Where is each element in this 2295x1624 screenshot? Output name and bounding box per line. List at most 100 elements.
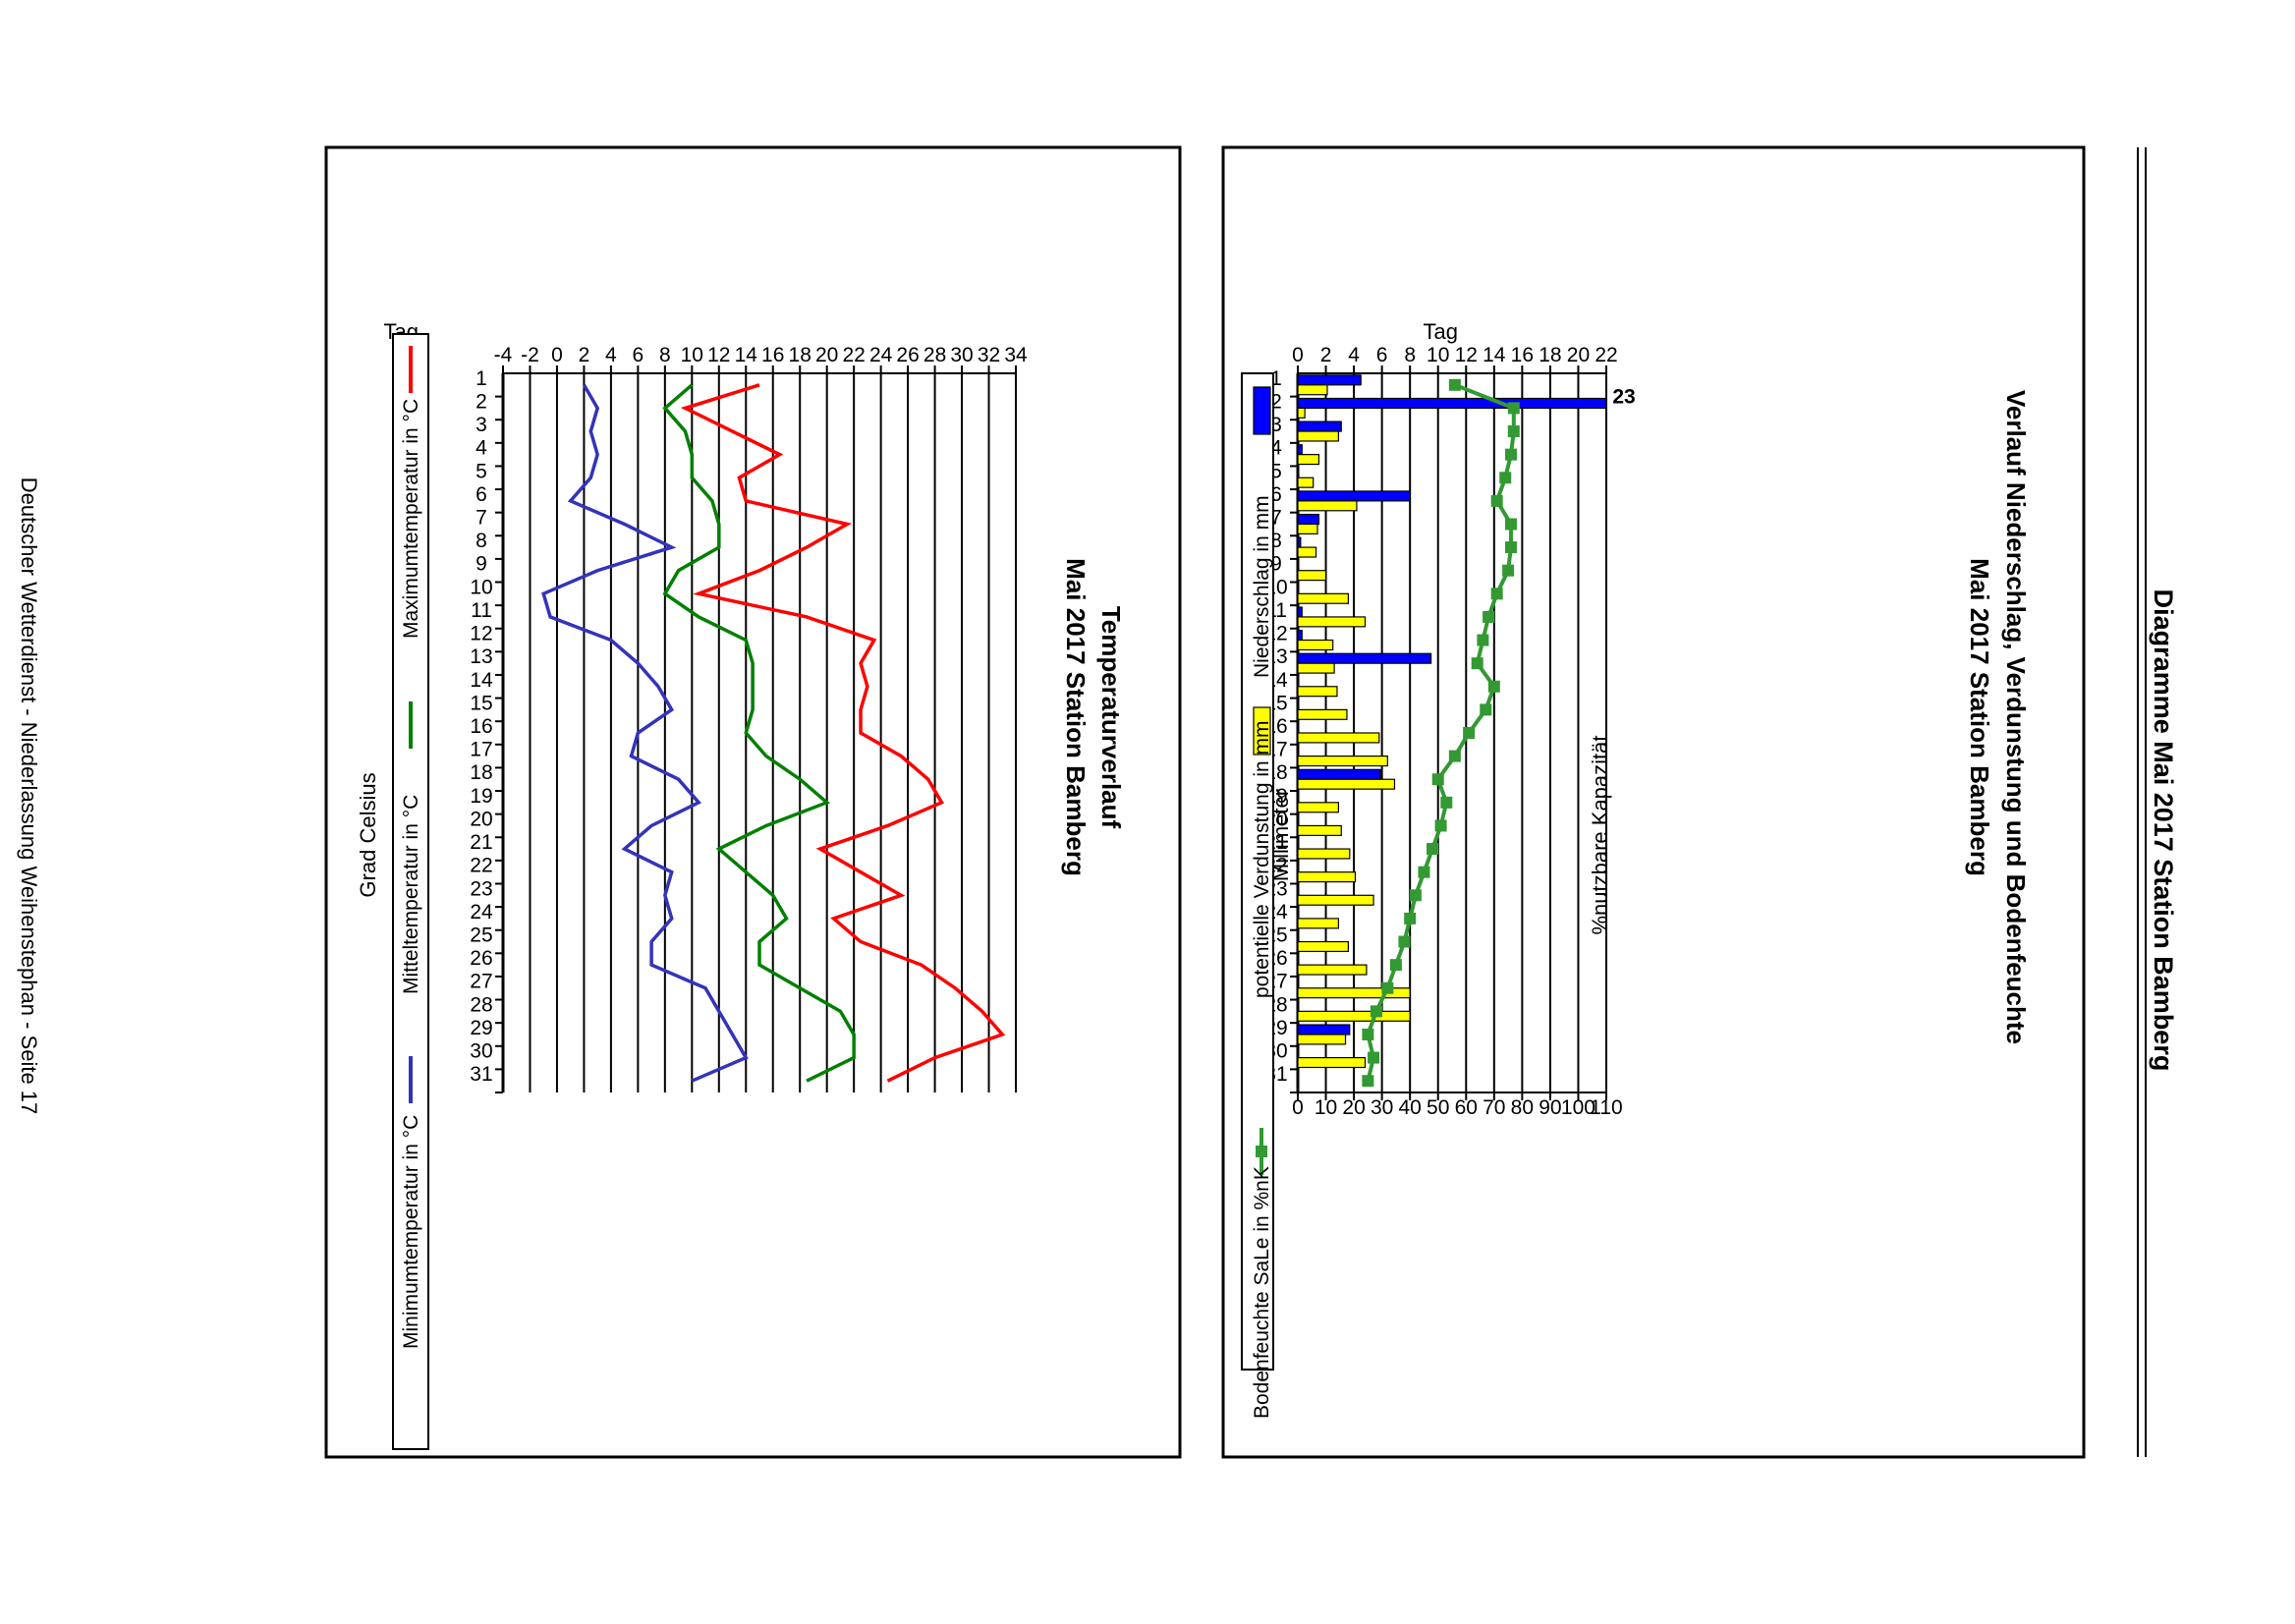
precip-left-tick-label: 22 bbox=[1595, 344, 1617, 366]
precip-bar bbox=[1297, 606, 1303, 618]
precip-right-tick-label: 70 bbox=[1483, 1096, 1505, 1119]
precip-bar bbox=[1297, 1024, 1351, 1036]
precip-bar bbox=[1297, 652, 1432, 664]
temperature-y-tick-label: -4 bbox=[494, 344, 513, 366]
precip-left-tick-label: 14 bbox=[1483, 344, 1506, 366]
temperature-x-tick-label: 5 bbox=[476, 460, 487, 482]
temperature-x-tick-label: 16 bbox=[470, 715, 492, 738]
temperature-x-tick-label: 30 bbox=[470, 1040, 492, 1063]
max-temperature-line bbox=[680, 383, 1006, 1083]
soil-moisture-marker bbox=[1404, 912, 1417, 924]
soil-moisture-marker bbox=[1504, 518, 1517, 531]
soil-moisture-marker bbox=[1448, 378, 1461, 391]
evaporation-bar bbox=[1297, 756, 1388, 767]
evaporation-bar bbox=[1297, 964, 1368, 976]
precip-x-tick-label: 9 bbox=[1270, 553, 1282, 576]
soil-moisture-marker bbox=[1389, 959, 1402, 972]
evaporation-bar bbox=[1297, 778, 1396, 790]
precip-left-tick-label: 16 bbox=[1511, 344, 1534, 366]
temperature-x-tick-label: 20 bbox=[470, 808, 492, 830]
precip-legend-label: Niederschlag in mm bbox=[1251, 495, 1273, 678]
precip-right-tick-label: 60 bbox=[1455, 1096, 1478, 1119]
soil-moisture-marker bbox=[1471, 657, 1483, 670]
evaporation-bar bbox=[1297, 1010, 1411, 1022]
soil-moisture-marker bbox=[1431, 773, 1444, 786]
temperature-y-tick-label: 26 bbox=[896, 344, 919, 366]
temperature-y-tick-label: 18 bbox=[789, 344, 812, 366]
soil-moisture-marker bbox=[1507, 425, 1520, 438]
precip-bar bbox=[1297, 513, 1320, 526]
precip-x-tick-label: 6 bbox=[1270, 483, 1282, 506]
soil-moisture-marker bbox=[1487, 680, 1500, 693]
temperature-chart-subtitle: Mai 2017 Station Bamberg bbox=[1061, 558, 1091, 876]
temperature-x-tick-label: 17 bbox=[470, 739, 492, 761]
evaporation-bar bbox=[1297, 802, 1339, 813]
soil-moisture-marker bbox=[1477, 634, 1489, 646]
precip-bar bbox=[1297, 536, 1302, 548]
temperature-y-tick-label: 16 bbox=[761, 344, 784, 366]
temperature-x-tick-label: 18 bbox=[470, 761, 492, 784]
soil-moisture-marker bbox=[1483, 610, 1495, 623]
temperature-legend: Maximumtemperatur in °C Mitteltemperatur … bbox=[392, 333, 429, 1450]
soil-moisture-marker bbox=[1440, 796, 1453, 809]
evaporation-bar bbox=[1297, 546, 1317, 558]
temperature-x-tick-label: 24 bbox=[470, 901, 493, 924]
precip-bar bbox=[1297, 420, 1342, 432]
temperature-x-tick-label: 7 bbox=[476, 506, 487, 529]
temperature-x-tick-label: 26 bbox=[470, 947, 492, 970]
evaporation-bar bbox=[1297, 940, 1349, 953]
precip-overflow-label: 23 bbox=[1612, 386, 1635, 409]
temperature-y-tick-label: 28 bbox=[924, 344, 946, 366]
temperature-x-tick-label: 23 bbox=[470, 877, 492, 900]
evaporation-bar bbox=[1297, 918, 1339, 929]
temperature-x-tick-label: 8 bbox=[476, 530, 487, 552]
mean-temperature-line bbox=[662, 383, 856, 1083]
evaporation-bar bbox=[1297, 662, 1335, 674]
precip-legend-label: Bodenfeuchte SaLe in %nK bbox=[1251, 1166, 1273, 1419]
precip-left-tick-label: 4 bbox=[1348, 344, 1360, 366]
evaporation-bar bbox=[1297, 686, 1338, 698]
precip-left-tick-label: 6 bbox=[1376, 344, 1388, 366]
soil-moisture-marker bbox=[1499, 472, 1512, 484]
soil-moisture-marker bbox=[1381, 981, 1394, 994]
temperature-x-tick-label: 9 bbox=[476, 553, 487, 576]
temperature-x-tick-label: 19 bbox=[470, 785, 492, 808]
soil-moisture-marker bbox=[1362, 1075, 1374, 1088]
soil-moisture-marker bbox=[1370, 1005, 1382, 1018]
evaporation-bar bbox=[1297, 871, 1357, 883]
precip-x-tick-label: 7 bbox=[1270, 506, 1282, 529]
precip-bar bbox=[1297, 374, 1362, 386]
precip-bar bbox=[1297, 490, 1411, 502]
evaporation-bar bbox=[1297, 523, 1318, 535]
soil-moisture-marker bbox=[1398, 935, 1411, 948]
temperature-x-tick-label: 21 bbox=[470, 831, 492, 854]
temperature-y-tick-label: 12 bbox=[707, 344, 730, 366]
temperature-chart-frame bbox=[324, 145, 1182, 1459]
precip-bar bbox=[1297, 630, 1303, 642]
temperature-legend-label: Maximumtemperatur in °C bbox=[400, 399, 422, 639]
temperature-legend-label: Mitteltemperatur in °C bbox=[400, 795, 422, 994]
soil-moisture-marker bbox=[1507, 402, 1520, 415]
evaporation-bar bbox=[1297, 476, 1315, 488]
soil-moisture-marker bbox=[1427, 843, 1439, 856]
precip-x-tick-label: 5 bbox=[1270, 460, 1282, 482]
precip-left-tick-label: 10 bbox=[1427, 344, 1449, 366]
temperature-y-tick-label: 32 bbox=[978, 344, 1000, 366]
precip-x-tick-label: 3 bbox=[1270, 414, 1282, 436]
precip-right-tick-label: 0 bbox=[1292, 1096, 1304, 1119]
temperature-x-tick-label: 12 bbox=[470, 623, 492, 645]
evaporation-bar bbox=[1297, 454, 1320, 466]
temperature-x-tick-label: 29 bbox=[470, 1017, 492, 1039]
temperature-x-tick-label: 11 bbox=[471, 599, 492, 622]
temperature-chart: Temperaturverlauf Mai 2017 Station Bambe… bbox=[324, 145, 1182, 1459]
temperature-x-tick-label: 28 bbox=[470, 993, 492, 1016]
evaporation-bar bbox=[1297, 592, 1349, 604]
precip-right-tick-label: 100 bbox=[1561, 1096, 1595, 1119]
precip-x-axis-title: Tag bbox=[1424, 319, 1458, 344]
soil-moisture-marker bbox=[1434, 819, 1447, 832]
temperature-y-tick-label: 20 bbox=[815, 344, 838, 366]
precip-x-tick-label: 8 bbox=[1270, 530, 1282, 552]
precip-right-tick-label: 30 bbox=[1371, 1096, 1393, 1119]
temperature-x-tick-label: 15 bbox=[470, 692, 492, 714]
